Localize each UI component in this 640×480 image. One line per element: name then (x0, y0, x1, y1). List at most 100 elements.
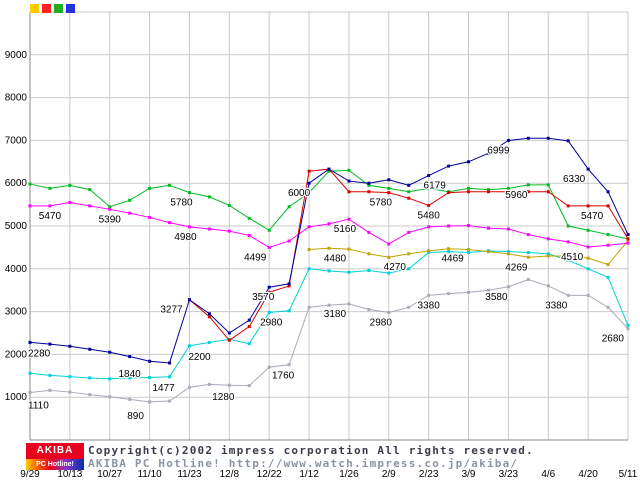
series-blue-marker (526, 136, 530, 140)
series-gray-marker (467, 290, 471, 294)
series-gray-marker (486, 288, 490, 292)
series-blue-marker (28, 340, 32, 344)
akiba-logo: AKIBA PC Hotline! (26, 443, 84, 470)
series-cyan-marker (168, 375, 172, 379)
x-tick-label: 2/23 (419, 469, 439, 480)
series-cyan-marker (128, 376, 132, 380)
akiba-logo-title: AKIBA (26, 443, 84, 459)
y-tick-label: 8000 (5, 93, 28, 104)
series-red-marker (626, 237, 630, 241)
point-label: 4270 (384, 262, 407, 273)
series-green-marker (307, 191, 311, 195)
series-blue-marker (48, 342, 52, 346)
point-labels: 1110 890 1280 1760 3180 2980 3380 3580 3380 1477 2… (27, 144, 626, 423)
series-magenta-marker (148, 215, 152, 219)
series-gray-marker (427, 293, 431, 297)
series-cyan-marker (108, 377, 112, 381)
point-label: 4469 (441, 254, 464, 265)
y-tick-label: 4000 (5, 264, 28, 275)
series-red-marker (267, 290, 271, 294)
series-blue-marker (546, 136, 550, 140)
series-magenta-marker (168, 221, 172, 225)
series-olive-marker (387, 255, 391, 259)
logo-swatch (54, 4, 63, 13)
point-label: 6000 (288, 188, 311, 199)
series-magenta-marker (506, 227, 510, 231)
series-red-marker (287, 284, 291, 288)
series-cyan-marker (407, 267, 411, 271)
series-gray-marker (447, 292, 451, 296)
series-olive-marker (447, 247, 451, 251)
series-magenta-marker (387, 242, 391, 246)
point-label: 2980 (370, 317, 393, 328)
series-magenta-marker (586, 245, 590, 249)
series-blue-marker (467, 160, 471, 164)
series-green-marker (207, 195, 211, 199)
point-label: 3180 (324, 309, 347, 320)
series-magenta-marker (606, 243, 610, 247)
series-magenta-marker (427, 225, 431, 229)
series-cyan-marker (447, 250, 451, 254)
series-gray-line (29, 278, 629, 403)
series-gray-marker (48, 388, 52, 392)
series-magenta-marker (28, 204, 32, 208)
point-label: 2980 (260, 317, 283, 328)
series-magenta-marker (566, 240, 570, 244)
series-blue-marker (506, 138, 510, 142)
series-magenta-marker (546, 237, 550, 241)
series-magenta-marker (626, 241, 630, 245)
series-red-marker (227, 338, 231, 342)
series-cyan-marker (427, 251, 431, 255)
series-gray-marker (168, 399, 172, 403)
series-gray (28, 278, 630, 404)
series-olive (307, 239, 630, 267)
series-cyan-marker (467, 251, 471, 255)
series-red-marker (606, 204, 610, 208)
x-tick-label: 12/22 (257, 469, 282, 480)
series-green-marker (187, 191, 191, 195)
y-tick-label: 9000 (5, 50, 28, 61)
series-red-marker (586, 204, 590, 208)
series-blue-marker (427, 174, 431, 178)
series-cyan-marker (28, 371, 32, 375)
series-olive-marker (307, 248, 311, 252)
series-gray-marker (407, 305, 411, 309)
point-label: 1110 (28, 400, 49, 411)
series-red-marker (526, 190, 530, 194)
series-red-marker (387, 191, 391, 195)
series-blue-marker (207, 312, 211, 316)
x-tick-label: 1/26 (339, 469, 359, 480)
series-green-marker (387, 186, 391, 190)
series-gray-marker (227, 383, 231, 387)
y-tick-label: 5000 (5, 221, 28, 232)
series-cyan-marker (566, 258, 570, 262)
series-green-marker (467, 186, 471, 190)
series-blue-marker (227, 331, 231, 335)
y-tick-label: 7000 (5, 135, 28, 146)
series-red-marker (506, 190, 510, 194)
series-blue-marker (367, 181, 371, 185)
series-magenta-marker (307, 225, 311, 229)
x-tick-label: 4/20 (578, 469, 598, 480)
series-magenta-marker (227, 229, 231, 233)
point-label: 4480 (324, 253, 347, 264)
series-gray-marker (506, 285, 510, 289)
series-olive-marker (327, 246, 331, 250)
series-magenta-marker (287, 239, 291, 243)
series-green-marker (546, 183, 550, 187)
series-gray-marker (526, 278, 530, 281)
y-tick-label: 3000 (5, 307, 28, 318)
x-tick-label: 9/29 (20, 469, 40, 480)
series-blue-marker (128, 355, 132, 359)
point-label: 3380 (418, 300, 441, 311)
series-cyan-marker (526, 251, 530, 255)
series-green-marker (526, 183, 530, 187)
logo-swatch (42, 4, 51, 13)
point-label: 890 (127, 411, 144, 422)
x-tick-label: 12/8 (220, 469, 240, 480)
point-label: 6330 (563, 174, 586, 185)
series-green-marker (168, 183, 172, 187)
x-tick-label: 3/23 (499, 469, 519, 480)
series-blue-marker (347, 179, 351, 183)
point-label: 3380 (545, 300, 568, 311)
